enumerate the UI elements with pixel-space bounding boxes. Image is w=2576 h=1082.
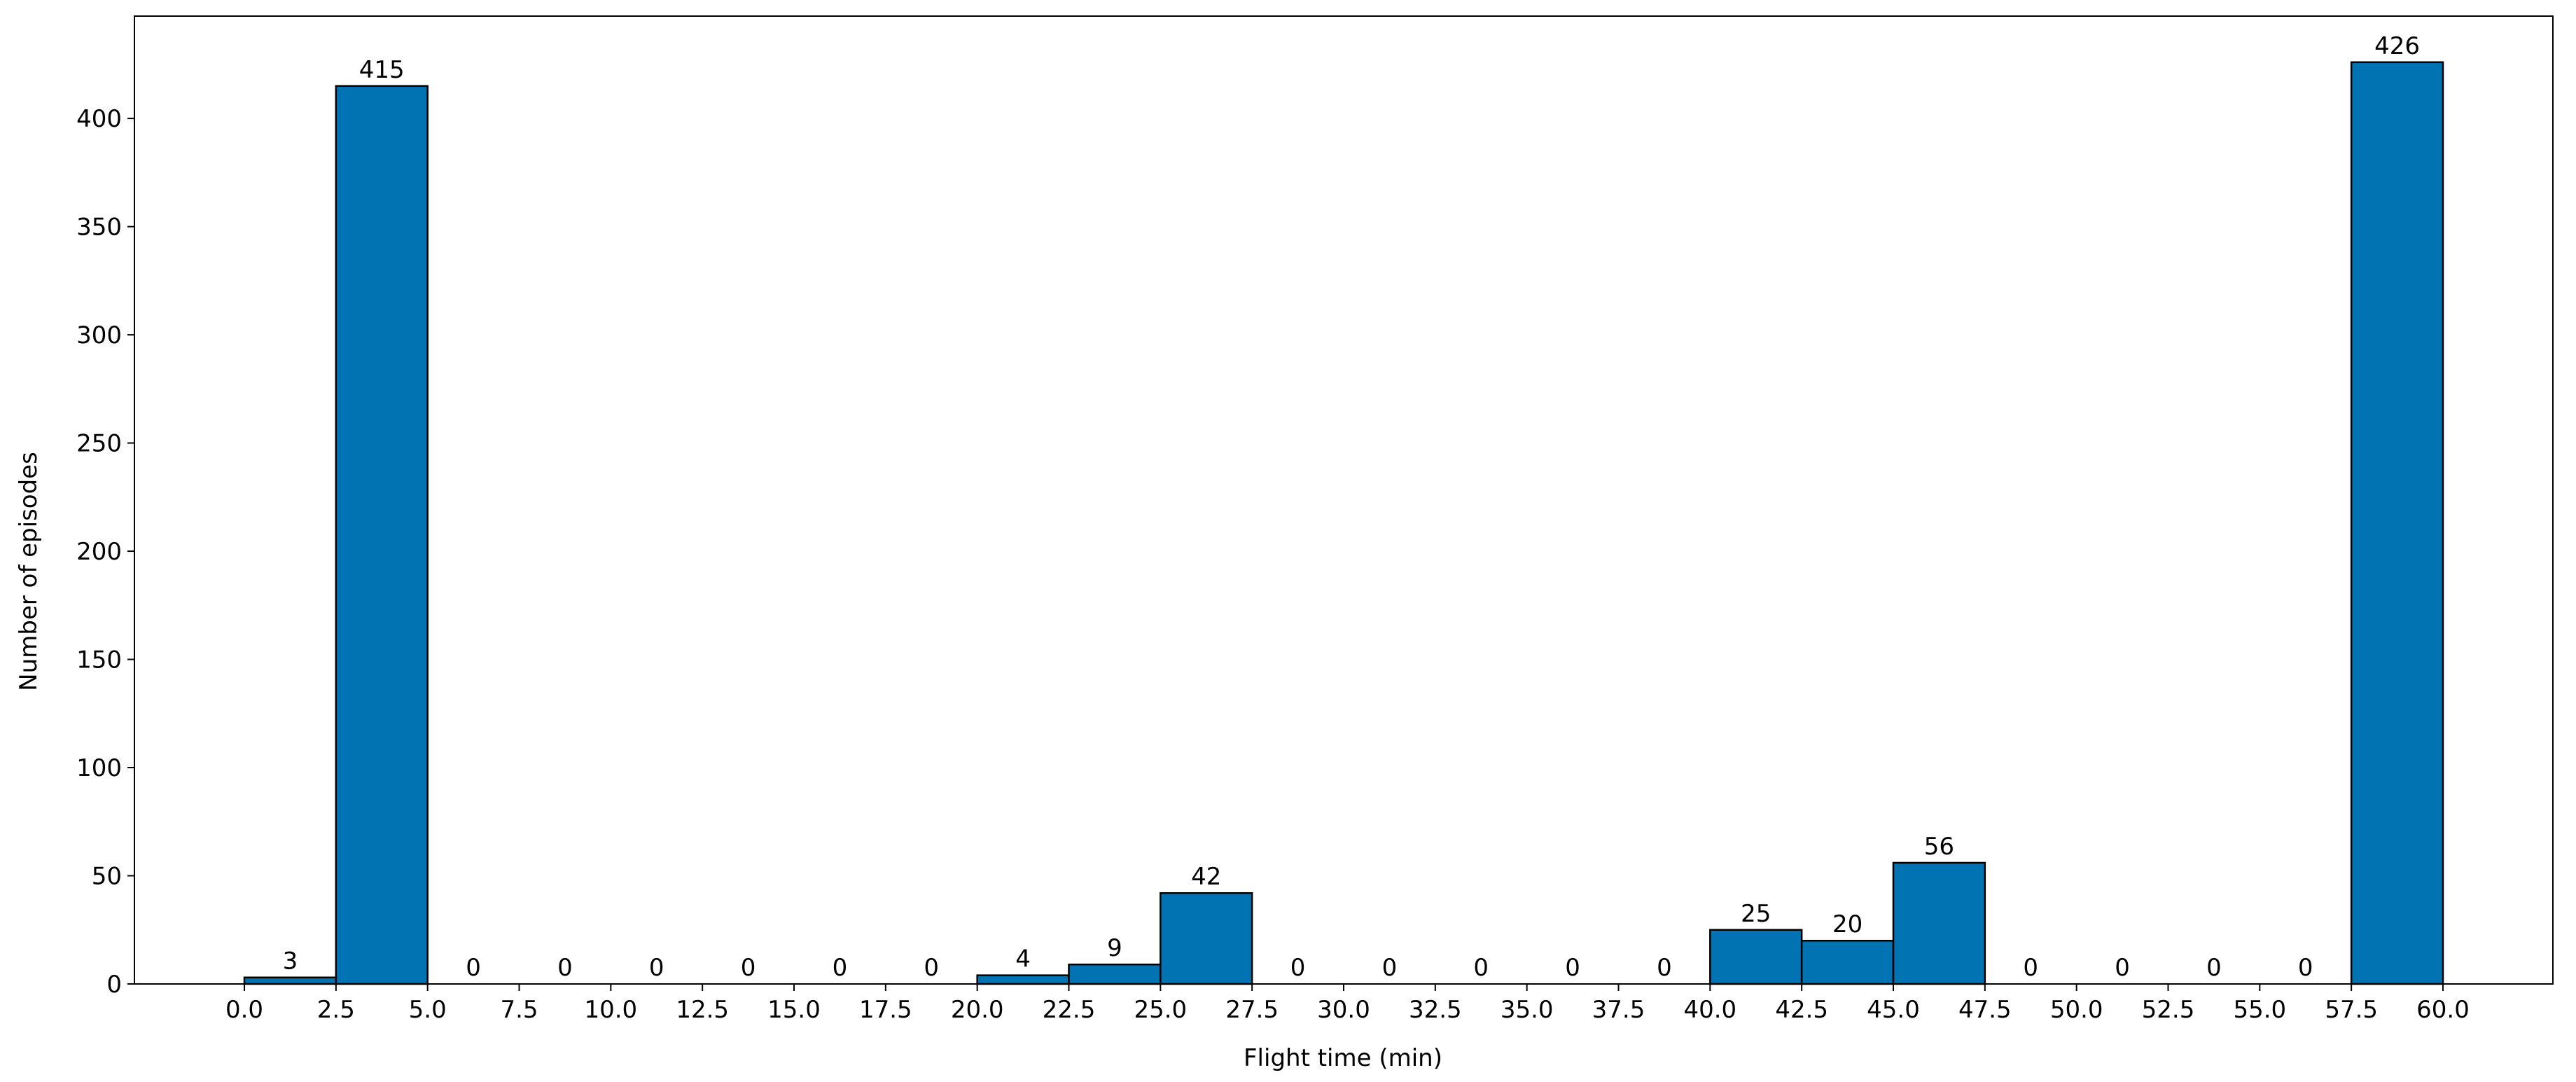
bar [335, 85, 429, 985]
data-label: 426 [2374, 32, 2420, 60]
y-tick-label: 350 [76, 214, 122, 242]
data-label: 42 [1191, 863, 1221, 891]
data-label: 4 [1015, 945, 1031, 973]
data-label: 0 [1565, 954, 1580, 982]
x-tick-label: 42.5 [1775, 996, 1828, 1024]
x-tick-label: 32.5 [1409, 996, 1462, 1024]
x-tick-label: 0.0 [225, 996, 263, 1024]
data-label: 3 [283, 948, 298, 976]
data-label: 0 [2298, 954, 2313, 982]
bar [1709, 929, 1803, 985]
x-tick-label: 22.5 [1043, 996, 1096, 1024]
y-axis-label: Number of episodes [15, 452, 43, 691]
x-tick-label: 2.5 [317, 996, 355, 1024]
data-label: 0 [2206, 954, 2222, 982]
data-label: 0 [557, 954, 573, 982]
y-tick-label: 150 [76, 646, 122, 674]
data-label: 25 [1741, 900, 1771, 928]
y-tick-label: 250 [76, 430, 122, 458]
x-tick-label: 5.0 [409, 996, 447, 1024]
x-tick-label: 25.0 [1134, 996, 1187, 1024]
x-tick-label: 10.0 [584, 996, 637, 1024]
plot-frame [134, 15, 2554, 985]
x-tick-label: 27.5 [1225, 996, 1279, 1024]
x-tick-label: 52.5 [2142, 996, 2195, 1024]
data-label: 0 [1290, 954, 1306, 982]
x-tick-label: 17.5 [859, 996, 912, 1024]
bar [1892, 861, 1986, 985]
bar [1160, 892, 1253, 985]
x-tick-label: 15.0 [767, 996, 821, 1024]
bar [976, 974, 1070, 985]
data-label: 0 [924, 954, 939, 982]
data-label: 0 [1657, 954, 1672, 982]
x-tick-label: 12.5 [676, 996, 729, 1024]
bar [1068, 963, 1162, 985]
x-tick-label: 55.0 [2233, 996, 2286, 1024]
data-label: 0 [649, 954, 664, 982]
x-tick-label: 40.0 [1683, 996, 1736, 1024]
data-label: 56 [1924, 833, 1954, 861]
y-tick-label: 50 [92, 863, 122, 891]
data-label: 0 [833, 954, 848, 982]
data-label: 0 [1382, 954, 1398, 982]
bar [2350, 61, 2444, 985]
data-label: 415 [359, 56, 405, 84]
data-label: 0 [2023, 954, 2038, 982]
x-tick-label: 7.5 [500, 996, 538, 1024]
data-label: 0 [2115, 954, 2130, 982]
data-label: 20 [1832, 910, 1863, 938]
x-tick-label: 57.5 [2325, 996, 2378, 1024]
y-tick-label: 100 [76, 754, 122, 782]
data-label: 0 [466, 954, 481, 982]
x-tick-label: 47.5 [1958, 996, 2012, 1024]
x-tick-label: 37.5 [1592, 996, 1645, 1024]
data-label: 0 [741, 954, 756, 982]
data-label: 9 [1107, 934, 1122, 962]
bar [243, 976, 337, 985]
x-tick-label: 50.0 [2050, 996, 2103, 1024]
x-tick-label: 60.0 [2416, 996, 2470, 1024]
x-tick-label: 45.0 [1867, 996, 1920, 1024]
data-label: 0 [1473, 954, 1489, 982]
y-tick-label: 300 [76, 321, 122, 349]
x-tick-label: 20.0 [951, 996, 1004, 1024]
y-tick-label: 0 [106, 971, 122, 999]
bar [1800, 939, 1895, 985]
x-tick-label: 30.0 [1317, 996, 1370, 1024]
x-axis-label: Flight time (min) [1244, 1044, 1442, 1072]
x-tick-label: 35.0 [1501, 996, 1554, 1024]
y-tick-label: 200 [76, 538, 122, 566]
y-tick-label: 400 [76, 105, 122, 133]
